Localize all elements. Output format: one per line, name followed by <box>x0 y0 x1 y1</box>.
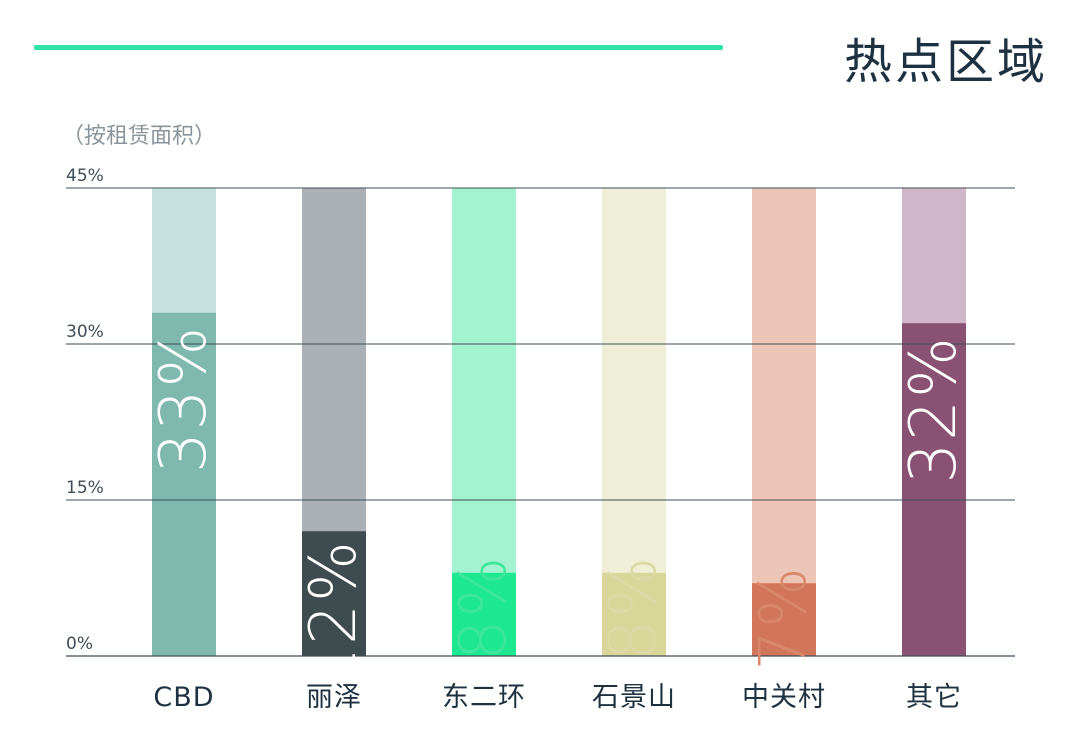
chart-subtitle: （按租赁面积） <box>62 124 217 149</box>
bar-value-label: 8% <box>447 555 521 661</box>
bar-value-label: 32% <box>897 335 971 483</box>
bar <box>902 323 966 656</box>
x-category-label: 其它 <box>906 682 962 713</box>
x-category-label: 石景山 <box>592 682 676 713</box>
y-tick-label: 15% <box>66 478 104 498</box>
bar <box>752 583 816 656</box>
bar <box>602 572 666 656</box>
bar <box>452 572 516 656</box>
chart-title: 热点区域 <box>843 34 1048 90</box>
x-category-label: CBD <box>153 682 214 713</box>
title-accent-line <box>34 45 723 50</box>
bar-background <box>752 188 816 656</box>
y-tick-label: 0% <box>66 634 93 654</box>
bar <box>302 531 366 656</box>
bar <box>152 312 216 656</box>
y-tick-label: 30% <box>66 322 104 342</box>
bar-value-label: 12% <box>297 539 371 687</box>
x-category-label: 东二环 <box>442 682 526 713</box>
y-tick-label: 45% <box>66 166 104 186</box>
bar-value-label: 7% <box>747 565 821 671</box>
bar-value-label: 8% <box>597 555 671 661</box>
x-category-label: 中关村 <box>742 682 826 713</box>
bar-value-label: 33% <box>147 325 221 473</box>
x-category-label: 丽泽 <box>306 682 362 713</box>
